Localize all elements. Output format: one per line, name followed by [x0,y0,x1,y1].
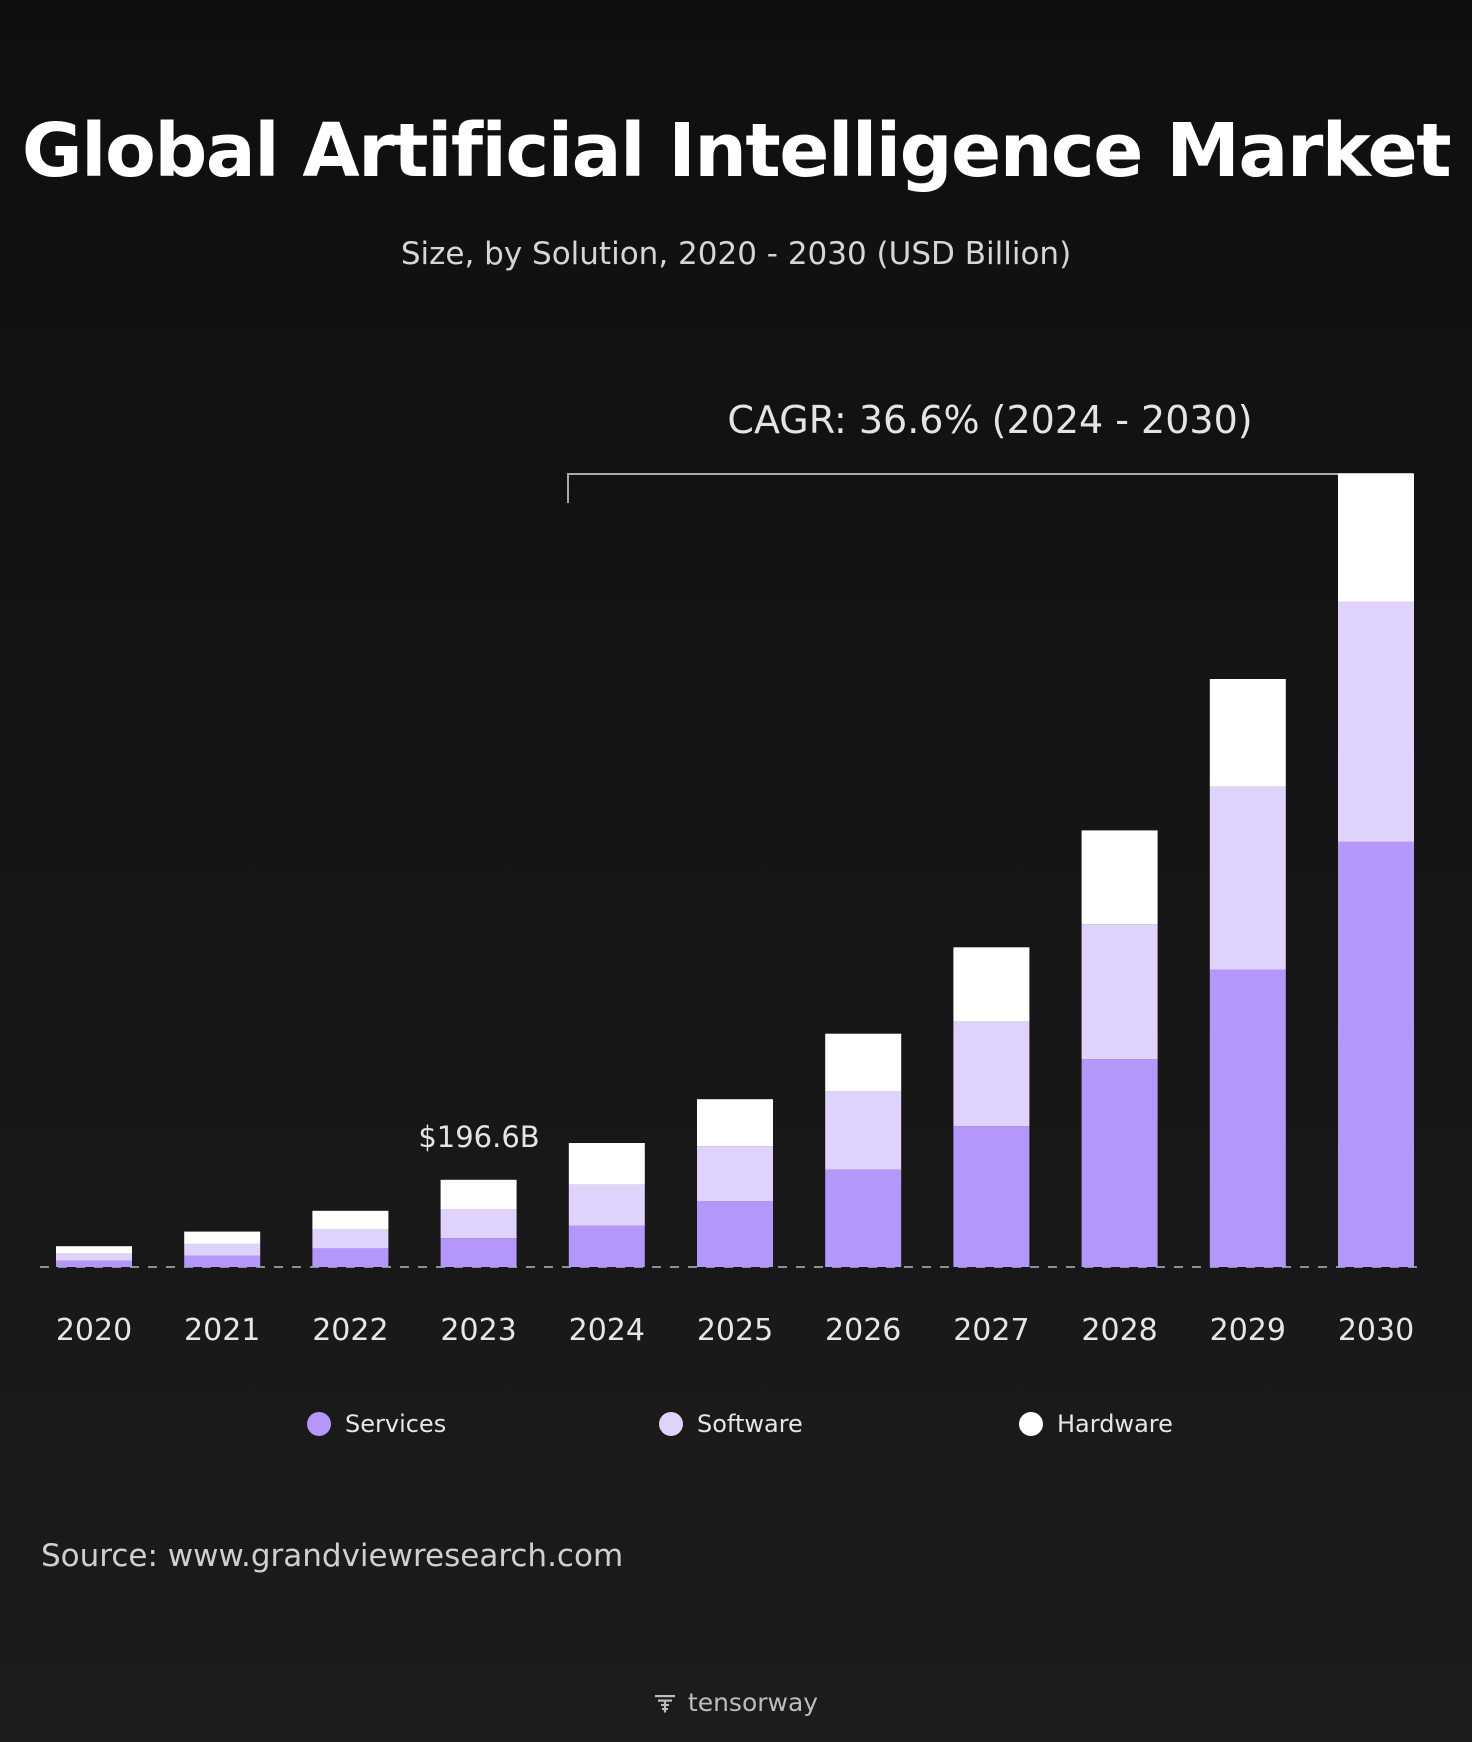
x-tick-label-2025: 2025 [697,1313,773,1348]
bar-services-2028 [1081,1059,1158,1267]
bar-services-2030 [1338,841,1414,1267]
bar-services-2021 [184,1255,261,1267]
brand-footer: tensorway [0,1688,1472,1717]
value-label-2023: $196.6B [418,1120,539,1154]
x-tick-label-2030: 2030 [1338,1313,1414,1348]
bar-software-2029 [1209,786,1286,970]
legend-label: Software [697,1410,803,1438]
brand-name: tensorway [687,1688,819,1717]
x-tick-label-2020: 2020 [56,1313,132,1348]
bar-hardware-2023 [440,1179,517,1209]
bar-hardware-2030 [1338,473,1414,602]
bars-group [56,473,1414,1267]
x-tick-label-2029: 2029 [1210,1313,1286,1348]
bar-software-2026 [825,1091,902,1170]
bar-software-2021 [184,1243,261,1256]
bar-hardware-2021 [184,1231,261,1244]
bar-software-2022 [312,1229,389,1249]
bar-hardware-2028 [1081,830,1158,925]
cagr-bracket [567,473,1413,503]
legend-dot-hardware [1019,1412,1043,1436]
x-tick-label-2027: 2027 [953,1313,1029,1348]
bar-services-2020 [56,1260,132,1267]
bar-hardware-2025 [697,1099,773,1147]
x-tick-label-2023: 2023 [440,1313,516,1348]
legend-label: Hardware [1057,1410,1173,1438]
x-axis-labels: 2020 2021 2022 2023 2024 2025 2026 2027 2028 2029… [56,1313,1414,1348]
legend-dot-services [307,1412,331,1436]
bar-services-2024 [568,1225,645,1267]
bar-services-2023 [440,1238,517,1267]
bar-hardware-2024 [568,1143,645,1185]
bar-software-2024 [568,1184,645,1226]
source-note: Source: www.grandviewresearch.com [41,1538,624,1574]
bar-hardware-2020 [56,1246,132,1254]
bar-software-2023 [440,1209,517,1239]
bar-hardware-2027 [953,947,1030,1022]
bar-services-2022 [312,1248,389,1267]
bar-software-2027 [953,1021,1030,1127]
bar-software-2025 [697,1146,773,1201]
legend: Services Software Hardware [0,1410,1472,1450]
bar-hardware-2022 [312,1210,389,1230]
bar-services-2027 [953,1126,1030,1267]
cagr-annotation: CAGR: 36.6% (2024 - 2030) [727,398,1253,442]
chart-title: Global Artificial Intelligence Market [21,108,1452,194]
x-tick-label-2026: 2026 [825,1313,901,1348]
legend-label: Services [345,1410,447,1438]
x-tick-label-2021: 2021 [184,1313,260,1348]
bar-services-2025 [697,1201,773,1267]
x-tick-label-2022: 2022 [312,1313,388,1348]
legend-item-hardware: Hardware [1019,1410,1173,1438]
x-tick-label-2024: 2024 [569,1313,645,1348]
legend-item-services: Services [307,1410,446,1438]
bar-software-2028 [1081,924,1158,1060]
bar-hardware-2026 [825,1033,902,1092]
bar-services-2029 [1209,969,1286,1267]
bar-software-2030 [1338,601,1414,842]
legend-item-software: Software [659,1410,803,1438]
x-tick-label-2028: 2028 [1081,1313,1157,1348]
bar-services-2026 [825,1169,902,1267]
chart-subtitle: Size, by Solution, 2020 - 2030 (USD Bill… [400,236,1072,272]
tensorway-logo-icon [654,1694,675,1712]
bar-hardware-2029 [1209,679,1286,787]
legend-dot-software [659,1412,683,1436]
bar-software-2020 [56,1253,132,1261]
